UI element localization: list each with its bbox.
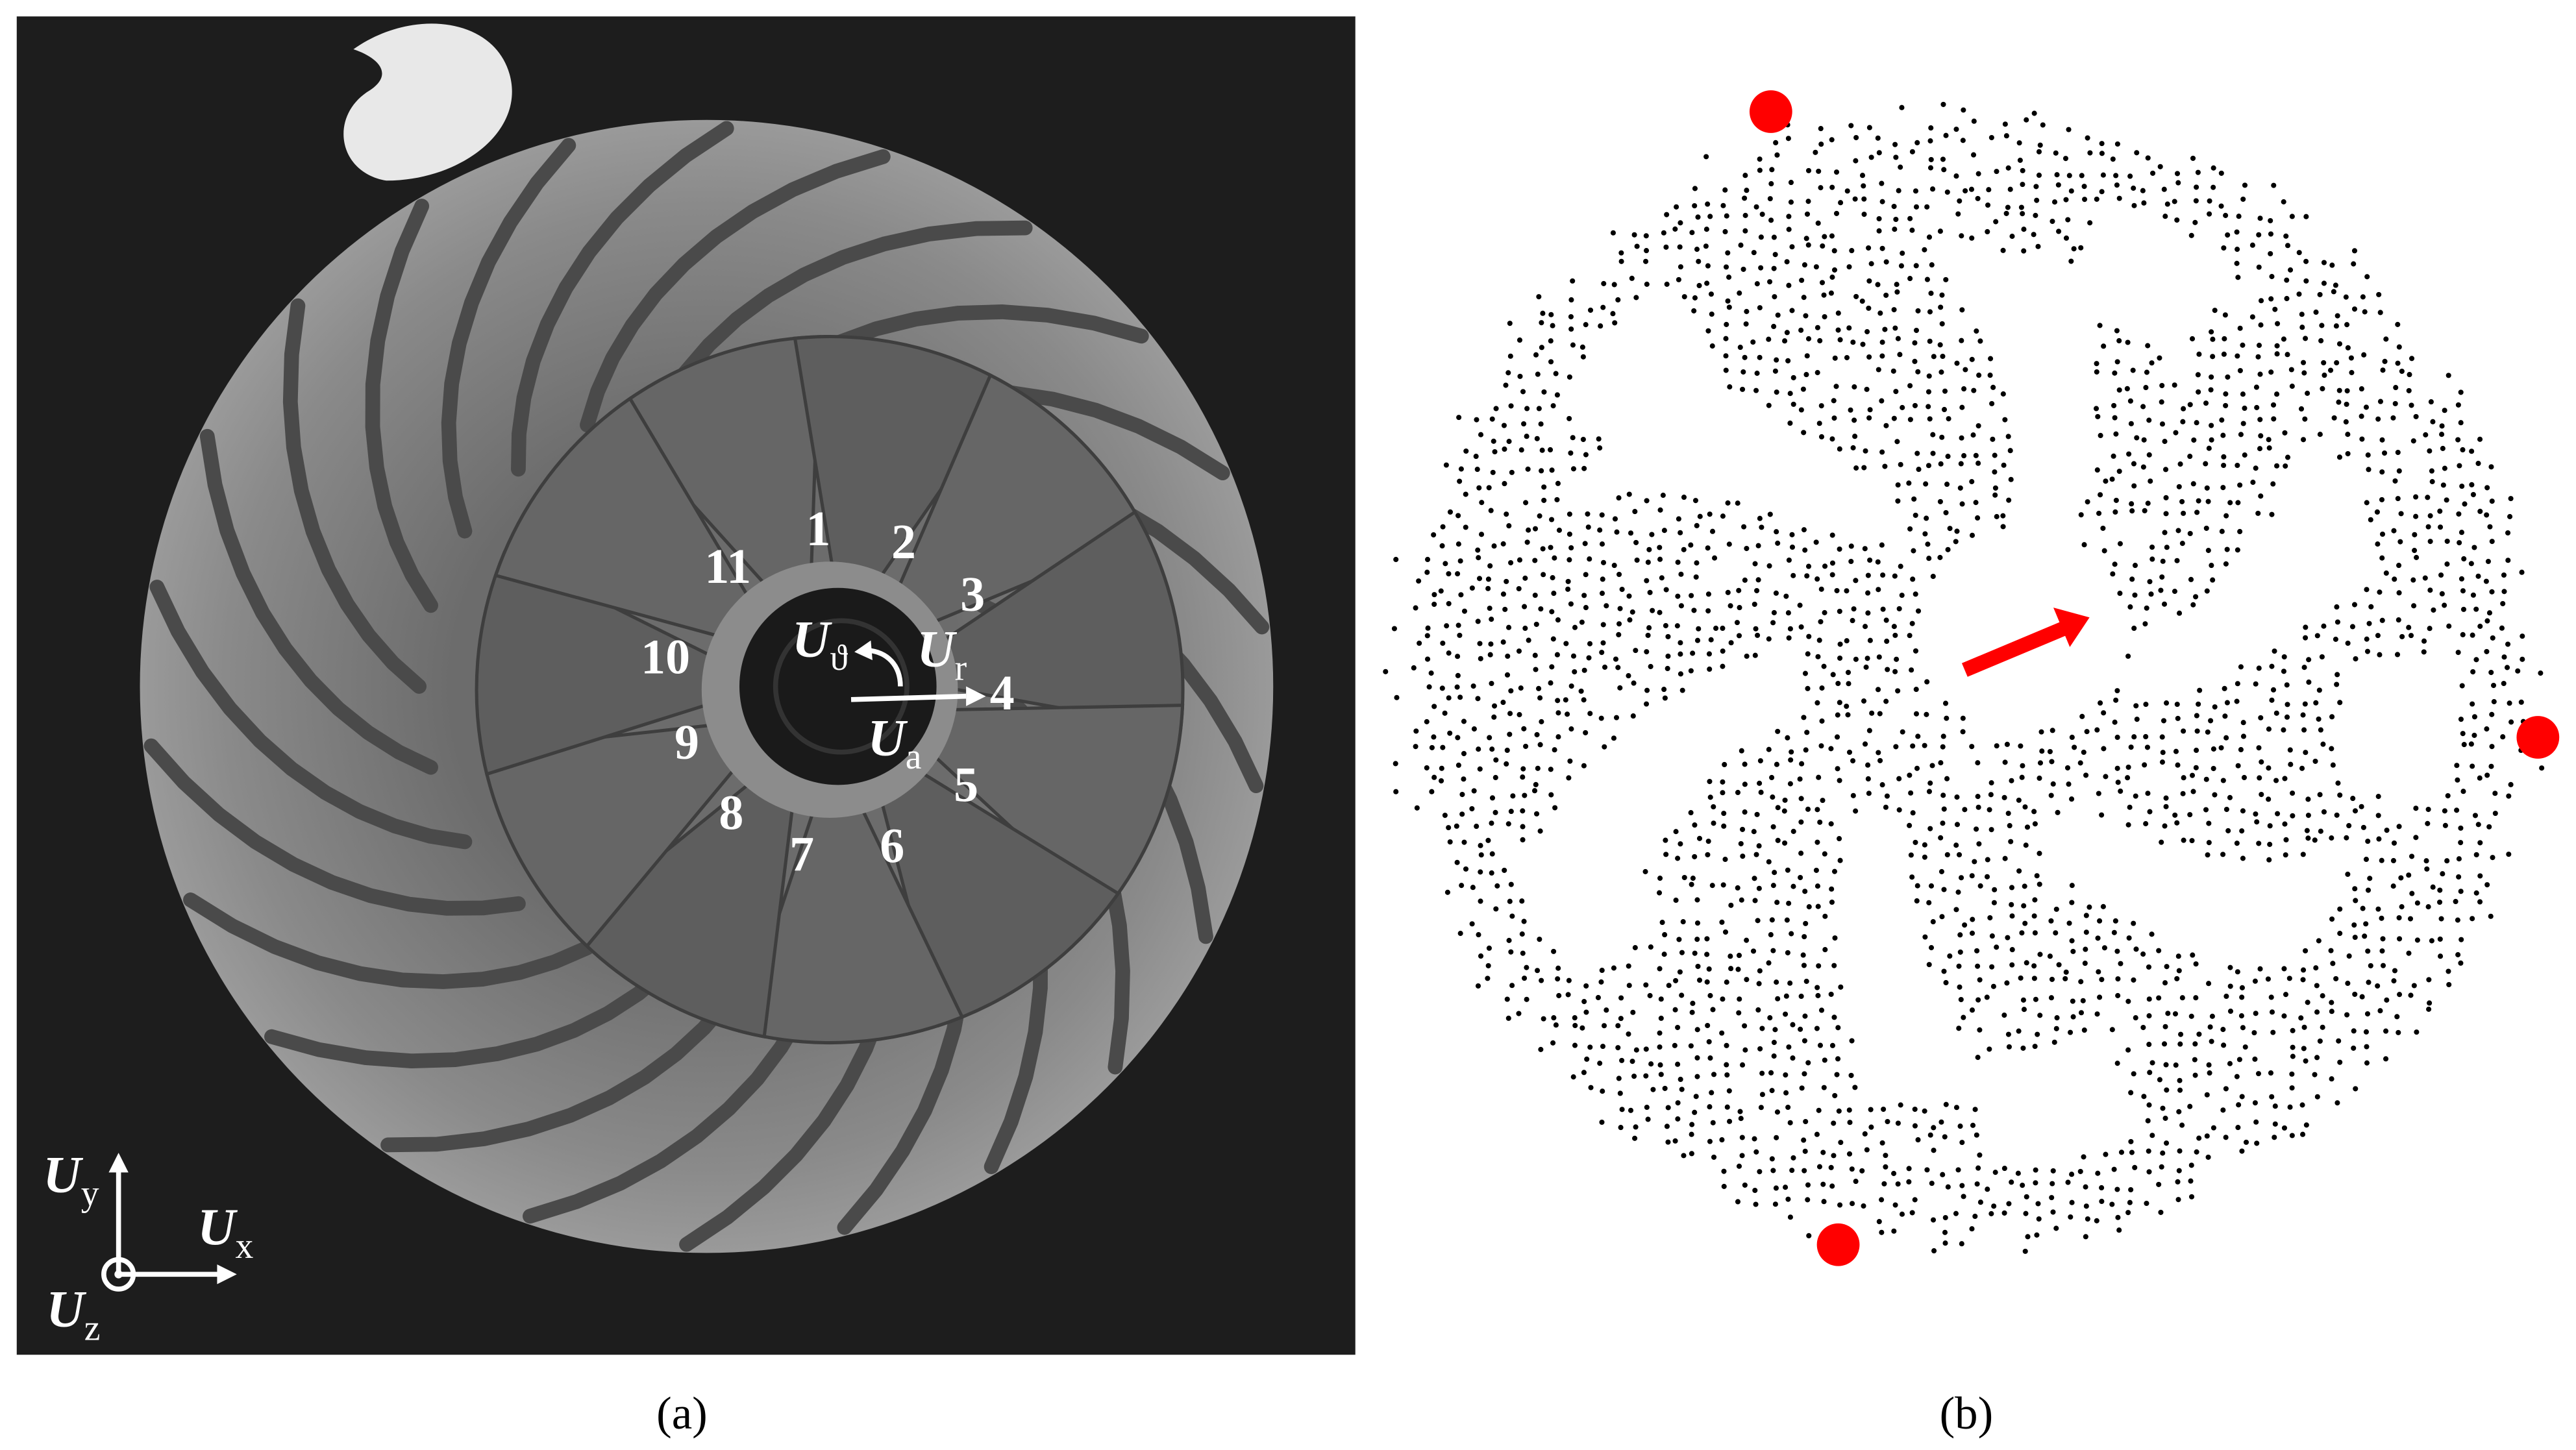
radial-arrow bbox=[850, 693, 967, 702]
impeller-blade bbox=[493, 396, 750, 639]
shroud-blade bbox=[441, 138, 576, 539]
axis-subscript: y bbox=[81, 1174, 99, 1214]
arrow-head bbox=[108, 1153, 129, 1173]
blade-number: 10 bbox=[641, 630, 690, 684]
shroud-blade bbox=[658, 220, 1033, 410]
blade-number: 11 bbox=[704, 539, 751, 594]
shroud-blade bbox=[199, 428, 438, 775]
caption: (b) bbox=[1940, 1388, 1994, 1439]
axis-label: Uy bbox=[43, 1146, 99, 1214]
blade-number: 9 bbox=[675, 715, 699, 770]
arrow-head bbox=[2053, 608, 2090, 647]
axis-symbol: U bbox=[43, 1146, 83, 1204]
blade-number: 3 bbox=[960, 567, 985, 622]
z-axis-symbol bbox=[101, 1257, 136, 1292]
axis-subscript: ϑ bbox=[830, 638, 848, 678]
axis-label: Uϑ bbox=[792, 610, 848, 678]
point-cloud bbox=[1383, 90, 2560, 1266]
shroud-blade bbox=[183, 892, 595, 989]
axis-subscript: x bbox=[236, 1226, 254, 1266]
reference-marker bbox=[1749, 90, 1792, 133]
displacement-arrow bbox=[1961, 620, 2070, 677]
tangential-arrow bbox=[867, 648, 903, 687]
shroud-blade bbox=[149, 580, 473, 850]
shroud-blade bbox=[264, 963, 673, 1069]
axis-label: Ua bbox=[867, 709, 921, 777]
axis-subscript: r bbox=[955, 648, 967, 688]
axis-symbol: U bbox=[917, 620, 957, 678]
impeller-blades bbox=[475, 335, 1185, 1045]
shroud-blade bbox=[143, 738, 526, 916]
z-axis-dot bbox=[114, 1270, 123, 1279]
axis-label: Ux bbox=[197, 1198, 253, 1266]
blade-number: 1 bbox=[806, 502, 830, 556]
shroud-blade bbox=[365, 199, 438, 613]
axis-symbol: U bbox=[197, 1198, 238, 1257]
blade-number: 5 bbox=[954, 758, 978, 813]
blade-number: 6 bbox=[880, 818, 904, 873]
arrow-head bbox=[217, 1264, 237, 1284]
axis-label: Ur bbox=[917, 620, 967, 688]
light-reflection bbox=[343, 23, 512, 181]
impeller-photo bbox=[16, 16, 1356, 1355]
shroud-blade bbox=[282, 298, 427, 694]
axis-symbol: U bbox=[792, 610, 832, 669]
measurement-points bbox=[1383, 101, 2545, 1254]
axis-subscript: z bbox=[84, 1308, 101, 1348]
arrow-head bbox=[966, 686, 986, 706]
caption: (a) bbox=[656, 1388, 708, 1439]
reference-marker bbox=[1816, 1223, 1860, 1266]
blade-number: 2 bbox=[891, 515, 916, 569]
reference-marker bbox=[2516, 716, 2560, 759]
blade-number: 7 bbox=[789, 827, 814, 881]
axis-subscript: a bbox=[906, 737, 922, 777]
axis-symbol: U bbox=[867, 709, 908, 767]
blade-number: 4 bbox=[990, 666, 1015, 720]
hub-inner bbox=[773, 618, 910, 755]
blade-number: 8 bbox=[719, 786, 743, 841]
shroud-blade bbox=[580, 149, 891, 433]
shroud-blade bbox=[511, 121, 734, 477]
arrow-head bbox=[854, 640, 873, 661]
axis-symbol: U bbox=[46, 1280, 86, 1338]
axis-label: Uz bbox=[46, 1280, 100, 1348]
